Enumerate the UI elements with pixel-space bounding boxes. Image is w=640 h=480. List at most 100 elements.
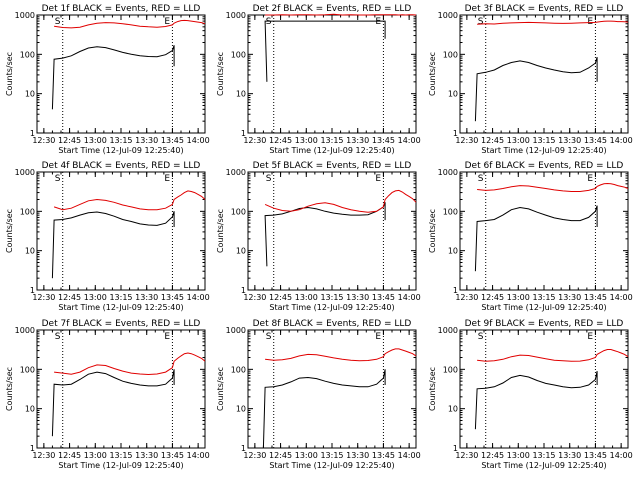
x-axis-label: Start Time (12-Jul-09 12:25:40) (269, 146, 394, 155)
marker-label: E (587, 332, 593, 342)
y-axis-label: Counts/sec (5, 209, 14, 253)
x-tick-label: 13:30 (346, 293, 369, 302)
x-tick-label: 12:45 (58, 136, 81, 145)
y-tick-label: 1000 (15, 11, 35, 20)
y-tick-label: 10 (25, 405, 35, 414)
x-tick-label: 14:00 (610, 451, 633, 460)
marker-label: S (478, 174, 484, 184)
y-tick-label: 1000 (226, 168, 246, 177)
y-tick-label: 100 (231, 207, 246, 216)
y-axis-label: Counts/sec (216, 209, 225, 253)
y-axis-label: Counts/sec (5, 52, 14, 96)
x-tick-label: 12:30 (32, 451, 55, 460)
x-tick-label: 13:00 (295, 293, 318, 302)
marker-label: S (266, 17, 272, 27)
marker-label: E (164, 174, 170, 184)
marker-label: E (164, 332, 170, 342)
panel-title: Det 6f BLACK = Events, RED = LLD (465, 161, 624, 171)
x-tick-label: 13:45 (584, 136, 607, 145)
panel-3: Det 3f BLACK = Events, RED = LLD 1 10 100 10… (428, 4, 633, 155)
y-tick-label: 10 (448, 247, 458, 256)
plot-frame (36, 14, 206, 134)
marker-label: E (375, 332, 381, 342)
x-tick-label: 13:15 (109, 451, 132, 460)
marker-label: S (55, 17, 61, 27)
marker-label: S (266, 174, 272, 184)
x-tick-label: 13:15 (532, 293, 555, 302)
y-tick-label: 1 (30, 129, 35, 138)
plot-frame (459, 171, 629, 291)
x-axis-label: Start Time (12-Jul-09 12:25:40) (481, 461, 606, 470)
x-tick-label: 12:30 (243, 136, 266, 145)
lld-series-line (265, 348, 417, 362)
x-tick-label: 13:45 (372, 451, 395, 460)
x-tick-label: 12:45 (481, 293, 504, 302)
lld-series-line (264, 189, 417, 213)
panel-title: Det 3f BLACK = Events, RED = LLD (465, 4, 624, 14)
marker-label: E (164, 17, 170, 27)
lld-series-line (265, 13, 417, 16)
x-tick-label: 14:00 (398, 293, 421, 302)
y-tick-label: 1 (241, 444, 246, 453)
panel-title: Det 1f BLACK = Events, RED = LLD (42, 4, 201, 14)
y-tick-label: 10 (236, 247, 246, 256)
y-tick-label: 100 (443, 365, 458, 374)
x-axis-label: Start Time (12-Jul-09 12:25:40) (481, 146, 606, 155)
marker-label: E (375, 174, 381, 184)
panel-2: Det 2f BLACK = Events, RED = LLD 1 10 100 10… (216, 4, 421, 155)
events-series-line (51, 45, 175, 110)
panel-8: Det 8f BLACK = Events, RED = LLD 1 10 100 10… (216, 319, 421, 470)
x-tick-label: 14:00 (187, 451, 210, 460)
plot-frame (247, 329, 417, 449)
marker-label: E (587, 174, 593, 184)
x-tick-label: 13:30 (346, 136, 369, 145)
y-axis-label: Counts/sec (428, 367, 437, 411)
y-axis-label: Counts/sec (216, 52, 225, 96)
x-tick-label: 12:45 (269, 293, 292, 302)
y-tick-label: 10 (448, 405, 458, 414)
x-tick-label: 13:45 (584, 293, 607, 302)
x-tick-label: 13:45 (584, 451, 607, 460)
x-tick-label: 13:00 (507, 451, 530, 460)
lld-series-line (53, 190, 206, 211)
x-tick-label: 13:45 (372, 293, 395, 302)
x-tick-label: 14:00 (610, 136, 633, 145)
x-tick-label: 12:45 (269, 136, 292, 145)
x-tick-label: 13:00 (507, 136, 530, 145)
x-tick-label: 13:15 (109, 293, 132, 302)
x-axis-label: Start Time (12-Jul-09 12:25:40) (58, 461, 183, 470)
y-tick-label: 1000 (15, 326, 35, 335)
x-axis-label: Start Time (12-Jul-09 12:25:40) (269, 461, 394, 470)
y-tick-label: 1000 (438, 11, 458, 20)
x-tick-label: 12:30 (455, 451, 478, 460)
x-tick-label: 13:45 (161, 136, 184, 145)
x-tick-label: 12:30 (32, 293, 55, 302)
panel-7: Det 7f BLACK = Events, RED = LLD 1 10 100 10… (5, 319, 210, 470)
panel-title: Det 9f BLACK = Events, RED = LLD (465, 319, 624, 329)
x-tick-label: 14:00 (187, 136, 210, 145)
y-tick-label: 100 (20, 50, 35, 59)
events-series-line (262, 369, 386, 449)
x-tick-label: 14:00 (398, 451, 421, 460)
y-tick-label: 1000 (226, 326, 246, 335)
x-tick-label: 13:00 (507, 293, 530, 302)
lld-series-line (477, 349, 629, 362)
marker-label: S (478, 17, 484, 27)
y-tick-label: 1 (241, 129, 246, 138)
panel-1: Det 1f BLACK = Events, RED = LLD 1 10 100 10… (5, 4, 210, 155)
y-tick-label: 10 (448, 90, 458, 99)
x-tick-label: 12:45 (481, 451, 504, 460)
panel-title: Det 4f BLACK = Events, RED = LLD (42, 161, 201, 171)
x-tick-label: 12:45 (481, 136, 504, 145)
x-tick-label: 12:30 (32, 136, 55, 145)
x-tick-label: 13:15 (532, 136, 555, 145)
plot-frame (36, 171, 206, 291)
x-tick-label: 12:30 (455, 293, 478, 302)
y-tick-label: 10 (236, 405, 246, 414)
x-tick-label: 13:30 (558, 136, 581, 145)
lld-series-line (477, 20, 629, 25)
plot-frame (36, 329, 206, 449)
y-tick-label: 10 (25, 90, 35, 99)
panel-title: Det 7f BLACK = Events, RED = LLD (42, 319, 201, 329)
